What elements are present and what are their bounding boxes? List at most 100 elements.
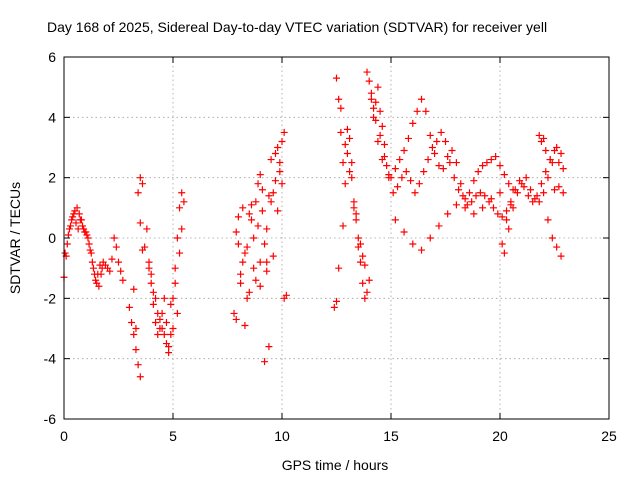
- data-point: [83, 231, 91, 239]
- data-point: [551, 186, 558, 194]
- data-point: [409, 119, 417, 127]
- data-point: [252, 276, 260, 284]
- data-point: [274, 207, 282, 215]
- data-point: [407, 177, 415, 185]
- data-point: [540, 189, 548, 197]
- data-point: [134, 361, 142, 369]
- data-point: [352, 216, 360, 224]
- data-point: [61, 249, 69, 257]
- data-point: [176, 204, 184, 212]
- data-point: [383, 162, 391, 170]
- data-point: [489, 204, 497, 212]
- axis-ticks: -6 -4 -2 0 2 4 6 0 5 10 15 20 25: [44, 49, 617, 444]
- data-point: [250, 264, 258, 272]
- data-point: [258, 207, 266, 215]
- data-point: [444, 210, 452, 218]
- chart-title: Day 168 of 2025, Sidereal Day-to-day VTE…: [47, 19, 547, 35]
- data-point: [346, 134, 354, 142]
- data-point: [356, 258, 364, 266]
- data-point: [274, 144, 282, 151]
- data-point: [428, 144, 436, 151]
- data-point: [535, 198, 543, 206]
- data-point: [169, 325, 177, 332]
- data-point: [398, 174, 406, 182]
- data-point: [64, 231, 72, 239]
- data-point: [529, 198, 537, 206]
- data-point: [132, 346, 140, 354]
- data-point: [128, 318, 136, 326]
- data-point: [132, 325, 140, 332]
- data-point: [341, 180, 349, 188]
- y-axis-label: SDTVAR / TECUs: [7, 182, 23, 294]
- data-point: [267, 198, 275, 206]
- data-point: [537, 180, 545, 188]
- data-point: [165, 349, 173, 357]
- data-point: [348, 174, 356, 182]
- data-point: [435, 162, 443, 170]
- data-point: [516, 177, 524, 185]
- data-point: [459, 192, 467, 200]
- x-tick-label: 5: [169, 428, 177, 444]
- data-point: [73, 204, 81, 212]
- data-point: [500, 171, 508, 179]
- data-point: [370, 104, 378, 112]
- data-point: [507, 198, 515, 206]
- data-point: [230, 309, 238, 317]
- y-tick-label: 0: [48, 230, 56, 246]
- data-point: [119, 276, 127, 284]
- data-point: [400, 147, 408, 155]
- data-point: [65, 225, 73, 233]
- data-point: [110, 234, 118, 242]
- data-point: [88, 258, 96, 266]
- data-point: [418, 95, 426, 103]
- data-point: [500, 249, 508, 257]
- data-point: [69, 213, 77, 221]
- x-tick-label: 15: [383, 428, 399, 444]
- data-point: [470, 210, 478, 218]
- data-point: [365, 276, 373, 284]
- data-point: [372, 98, 380, 106]
- data-point: [524, 192, 532, 200]
- data-point: [263, 225, 271, 233]
- data-point: [411, 189, 419, 197]
- data-point: [535, 131, 543, 139]
- data-point: [280, 294, 288, 302]
- data-point: [404, 134, 412, 142]
- data-point: [261, 358, 269, 366]
- y-tick-label: -6: [44, 411, 57, 427]
- data-points: [60, 68, 567, 381]
- data-point: [143, 225, 151, 233]
- data-point: [76, 216, 84, 224]
- data-point: [343, 125, 351, 133]
- data-point: [278, 137, 286, 145]
- data-point: [154, 309, 162, 317]
- data-point: [542, 147, 550, 155]
- y-tick-label: -4: [44, 351, 57, 367]
- data-point: [243, 294, 251, 302]
- data-point: [544, 174, 552, 182]
- data-point: [136, 373, 144, 381]
- data-point: [474, 168, 482, 176]
- y-tick-label: 4: [48, 109, 56, 125]
- data-point: [557, 150, 565, 158]
- data-point: [559, 165, 567, 173]
- data-point: [130, 331, 138, 339]
- data-point: [537, 137, 545, 145]
- data-point: [271, 177, 279, 185]
- data-point: [74, 225, 82, 233]
- data-point: [158, 325, 166, 332]
- data-point: [472, 192, 480, 200]
- data-point: [92, 276, 100, 284]
- data-point: [376, 131, 384, 139]
- data-point: [152, 294, 160, 302]
- data-point: [276, 168, 284, 176]
- data-point: [167, 331, 175, 339]
- data-point: [335, 95, 343, 103]
- data-point: [154, 331, 162, 339]
- data-point: [533, 192, 541, 200]
- data-point: [374, 137, 382, 145]
- data-point: [424, 156, 432, 164]
- data-point: [156, 315, 164, 323]
- data-point: [343, 150, 351, 158]
- data-point: [505, 225, 513, 233]
